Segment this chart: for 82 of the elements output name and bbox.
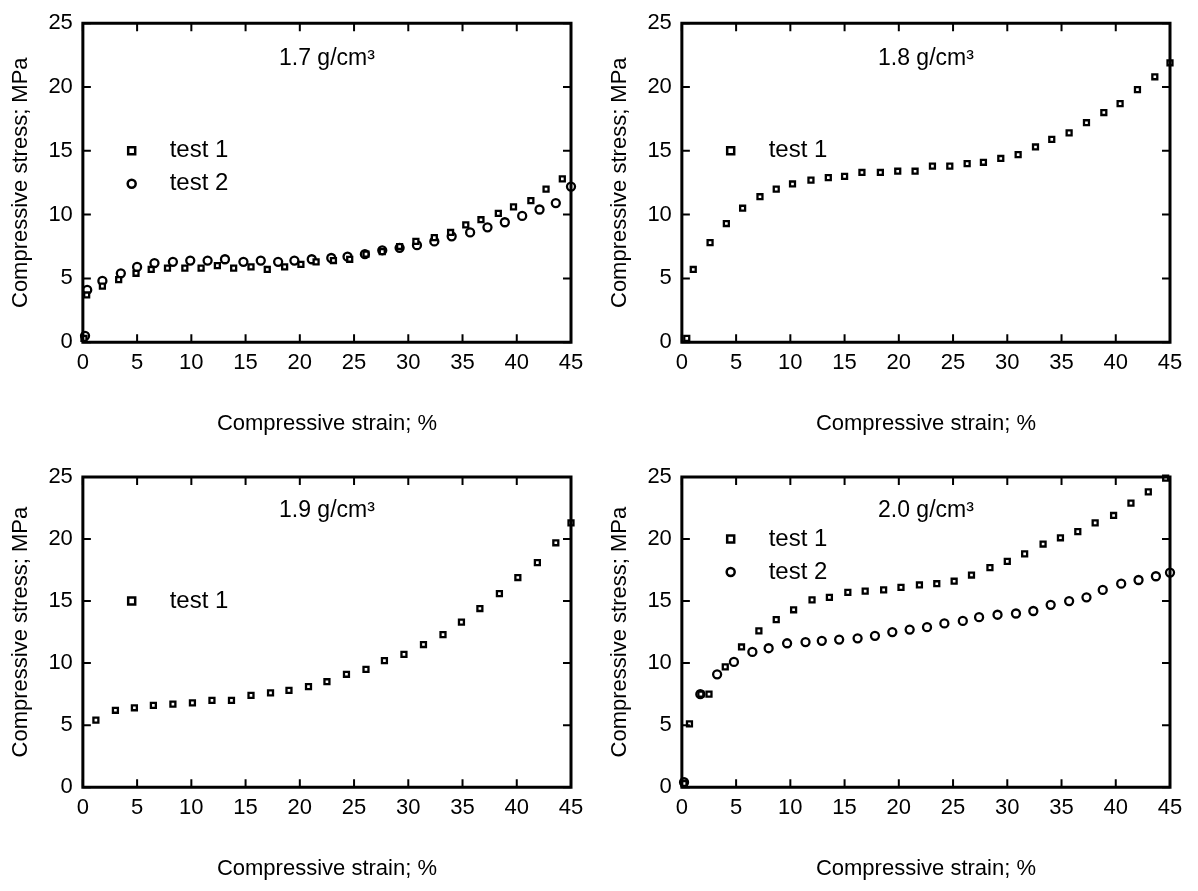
x-tick-label: 25: [341, 794, 367, 820]
x-tick-label: 15: [233, 794, 258, 820]
x-tick-label: 20: [287, 794, 313, 820]
x-tick-label: 0: [76, 794, 89, 820]
x-tick-label: 10: [778, 349, 803, 375]
text: 2.0 g/cm³: [878, 496, 975, 523]
x-tick-label: 40: [504, 349, 530, 375]
y-tick-label: 10: [647, 649, 672, 675]
x-tick-label: 45: [558, 349, 584, 375]
text: 1.9 g/cm³: [279, 496, 376, 523]
x-tick-label: 5: [130, 794, 144, 820]
x-tick-label: 5: [729, 794, 743, 820]
y-tick-label: 10: [647, 200, 672, 226]
legend-label: test 1: [169, 135, 229, 163]
x-tick-label: 10: [179, 794, 204, 820]
x-tick-label: 40: [1103, 794, 1129, 820]
x-axis-title: Compressive strain; %: [815, 854, 1036, 880]
y-tick-label: 0: [60, 773, 73, 799]
text: 1.8 g/cm³: [878, 43, 975, 70]
y-tick-label: 25: [48, 9, 73, 35]
y-axis-title: Compressive stress; MPa: [606, 56, 632, 309]
x-tick-label: 20: [886, 349, 912, 375]
y-tick-label: 0: [659, 328, 672, 354]
x-tick-label: 20: [287, 349, 313, 375]
legend-label: test 1: [768, 523, 828, 551]
legend-label: test 2: [169, 168, 229, 196]
x-tick-label: 0: [675, 794, 688, 820]
y-tick-label: 5: [659, 264, 672, 290]
y-tick-label: 0: [60, 328, 73, 354]
x-tick-label: 35: [450, 794, 475, 820]
x-tick-label: 20: [886, 794, 912, 820]
x-tick-label: 0: [76, 349, 89, 375]
y-tick-label: 5: [60, 711, 73, 737]
x-axis-title: Compressive strain; %: [216, 854, 437, 880]
y-tick-label: 10: [48, 649, 73, 675]
x-tick-label: 35: [450, 349, 475, 375]
y-tick-label: 5: [659, 711, 672, 737]
y-tick-label: 10: [48, 200, 73, 226]
x-tick-label: 30: [995, 349, 1020, 375]
x-tick-label: 25: [341, 349, 367, 375]
x-tick-label: 30: [396, 349, 421, 375]
x-tick-label: 25: [940, 349, 966, 375]
x-tick-label: 10: [778, 794, 803, 820]
x-tick-label: 15: [233, 349, 258, 375]
x-tick-label: 30: [995, 794, 1020, 820]
y-tick-label: 0: [659, 773, 672, 799]
x-tick-label: 5: [130, 349, 144, 375]
y-axis-title: Compressive stress; MPa: [7, 506, 33, 758]
y-tick-label: 15: [647, 136, 672, 162]
text: 1.7 g/cm³: [279, 43, 376, 70]
x-tick-label: 35: [1049, 794, 1074, 820]
y-tick-label: 5: [60, 264, 73, 290]
y-axis-title: Compressive stress; MPa: [606, 506, 632, 758]
y-tick-label: 25: [48, 463, 73, 489]
y-tick-label: 15: [647, 587, 672, 613]
x-axis-title: Compressive strain; %: [216, 409, 437, 435]
y-tick-label: 20: [647, 73, 672, 99]
x-tick-label: 0: [675, 349, 688, 375]
x-tick-label: 25: [940, 794, 966, 820]
x-tick-label: 15: [832, 794, 857, 820]
y-tick-label: 20: [48, 525, 73, 551]
y-axis-title: Compressive stress; MPa: [7, 56, 33, 309]
legend-label: test 2: [768, 556, 828, 584]
x-tick-label: 35: [1049, 349, 1074, 375]
y-tick-label: 25: [647, 9, 672, 35]
y-tick-label: 25: [647, 463, 672, 489]
y-tick-label: 15: [48, 136, 73, 162]
x-tick-label: 30: [396, 794, 421, 820]
x-tick-label: 40: [504, 794, 530, 820]
x-tick-label: 45: [1157, 794, 1183, 820]
x-tick-label: 5: [729, 349, 743, 375]
x-tick-label: 15: [832, 349, 857, 375]
y-tick-label: 20: [647, 525, 672, 551]
legend-label: test 1: [169, 585, 229, 613]
x-tick-label: 10: [179, 349, 204, 375]
y-tick-label: 15: [48, 587, 73, 613]
y-tick-label: 20: [48, 73, 73, 99]
x-tick-label: 45: [1157, 349, 1183, 375]
x-tick-label: 45: [558, 794, 584, 820]
x-tick-label: 40: [1103, 349, 1129, 375]
x-axis-title: Compressive strain; %: [815, 409, 1036, 435]
legend-label: test 1: [768, 135, 828, 163]
